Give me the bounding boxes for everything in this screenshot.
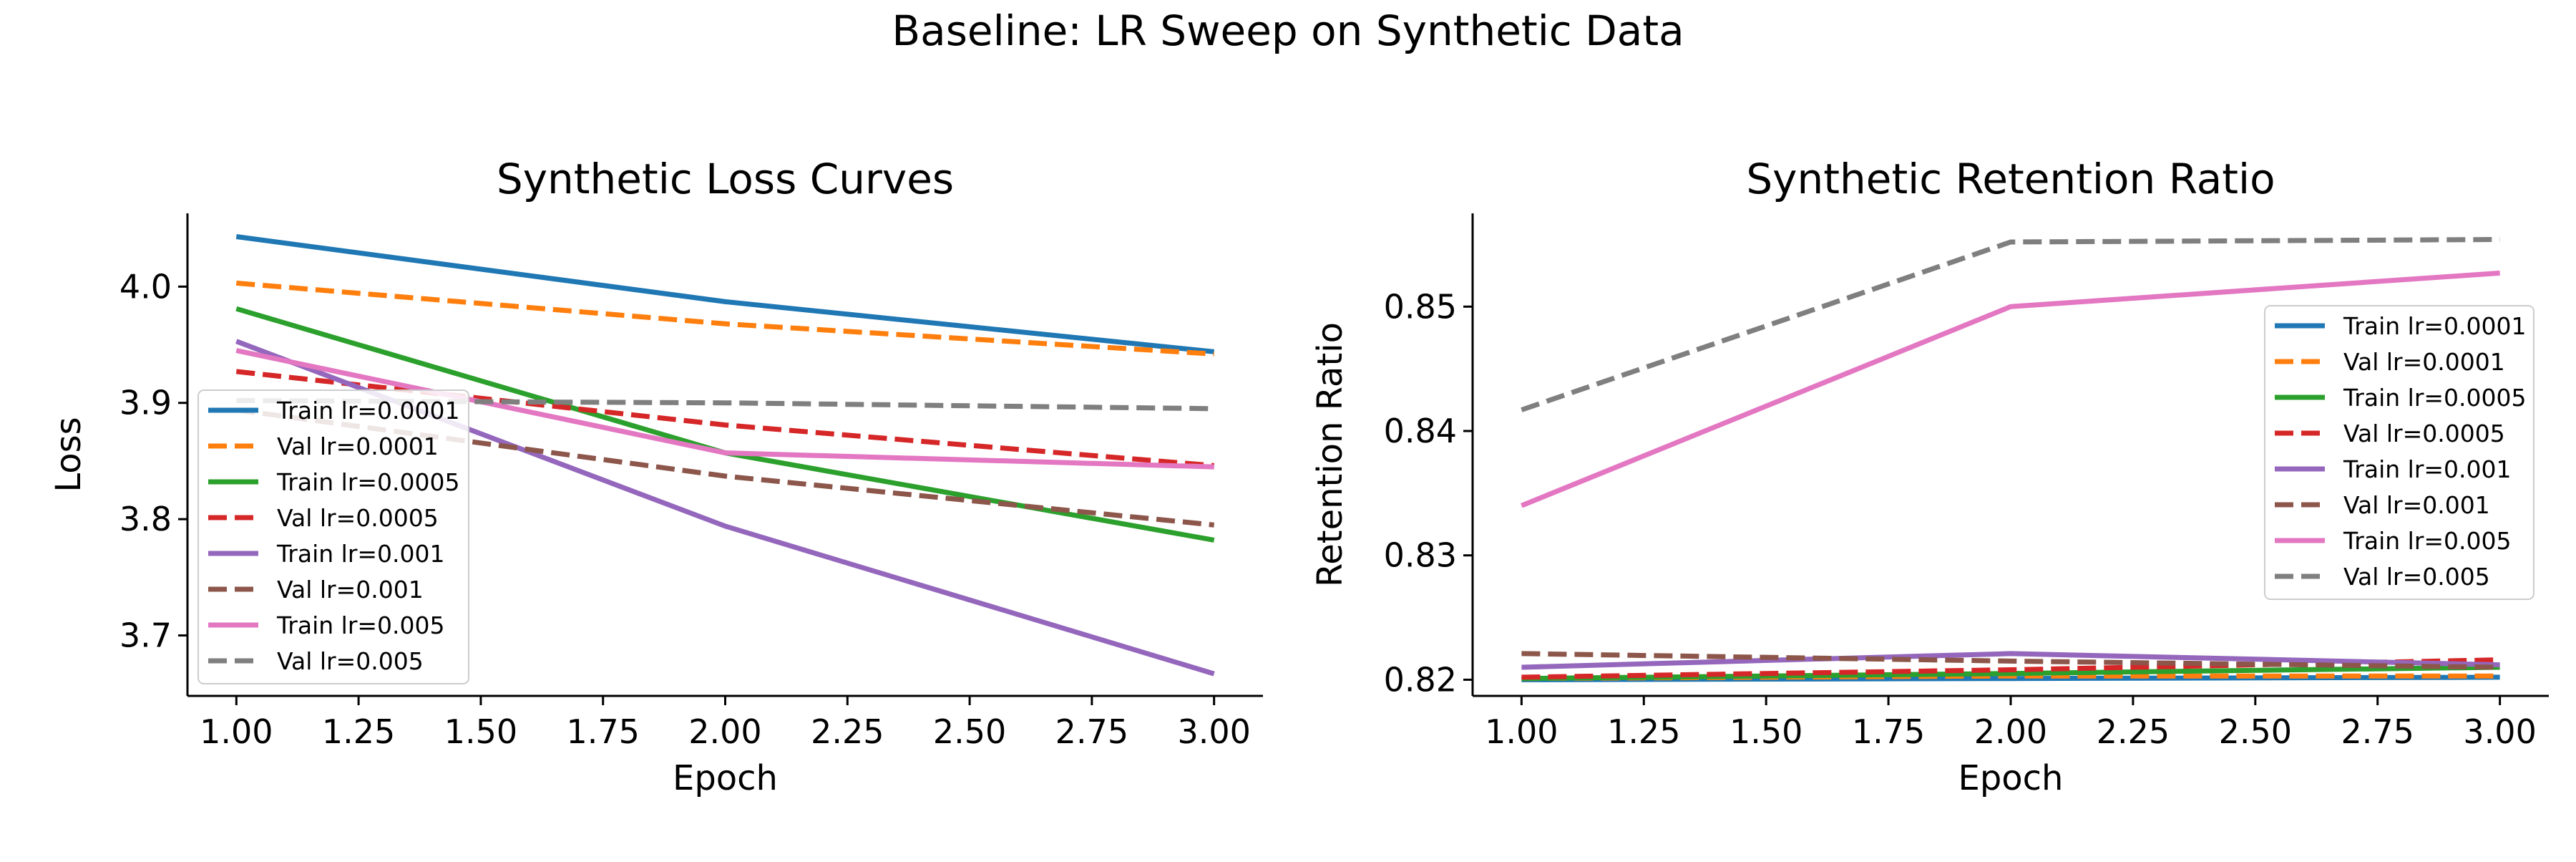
x-tick-label: 3.00 <box>2463 712 2536 751</box>
figure-suptitle: Baseline: LR Sweep on Synthetic Data <box>892 6 1684 55</box>
x-tick-label: 2.25 <box>2097 712 2170 751</box>
series-line <box>1521 651 2500 670</box>
series-line <box>1521 270 2500 508</box>
legend-label: Train lr=0.0005 <box>2343 384 2527 412</box>
y-tick-label: 3.8 <box>119 500 172 538</box>
x-tick-label: 1.75 <box>1852 712 1925 751</box>
legend-label: Val lr=0.001 <box>2343 491 2490 519</box>
series-line <box>235 234 1215 354</box>
series-line <box>1521 657 2500 680</box>
legend-label: Val lr=0.0001 <box>277 432 439 460</box>
x-tick-label: 2.25 <box>811 712 884 751</box>
chart-title: Synthetic Loss Curves <box>497 155 954 203</box>
x-tick-label: 1.25 <box>1607 712 1680 751</box>
legend-label: Train lr=0.005 <box>276 611 445 639</box>
legend: Train lr=0.0001 Val lr=0.0001 Train lr=0.0… <box>2264 305 2534 600</box>
legend-frame <box>2264 305 2534 600</box>
y-axis-label: Retention Ratio <box>1310 322 1350 587</box>
y-tick-label: 0.83 <box>1384 536 1457 575</box>
x-tick-label: 2.50 <box>933 712 1006 751</box>
x-tick-label: 1.50 <box>444 712 517 751</box>
series-line <box>235 369 1214 468</box>
series-line <box>1521 237 2500 412</box>
x-tick-label: 2.50 <box>2219 712 2292 751</box>
x-tick-label: 2.00 <box>688 712 761 751</box>
y-axis-label: Loss <box>49 417 89 492</box>
legend-label: Val lr=0.001 <box>277 576 424 604</box>
chart-title: Synthetic Retention Ratio <box>1746 155 2275 203</box>
x-tick-label: 2.75 <box>2341 712 2414 751</box>
series-line <box>235 348 1214 470</box>
legend-label: Train lr=0.0001 <box>2343 312 2527 340</box>
x-tick-label: 1.75 <box>566 712 639 751</box>
legend-label: Val lr=0.0001 <box>2343 348 2505 376</box>
legend-label: Train lr=0.001 <box>276 540 445 568</box>
x-tick-label: 1.50 <box>1729 712 1802 751</box>
legend-frame <box>197 389 469 684</box>
y-tick-label: 4.0 <box>119 267 172 306</box>
y-tick-label: 3.7 <box>119 616 172 655</box>
legend-label: Train lr=0.001 <box>2343 455 2512 483</box>
y-tick-label: 0.84 <box>1384 412 1457 450</box>
legend-label: Val lr=0.0005 <box>2343 420 2505 447</box>
legend-label: Train lr=0.005 <box>2343 527 2512 555</box>
chart-panel-1: Synthetic Loss Curves 1.00 1.25 1.50 1.75 2.0… <box>49 155 1263 798</box>
legend-label: Val lr=0.005 <box>277 647 424 675</box>
chart-panel-2: Synthetic Retention Ratio 1.00 1.25 1.50 1.7… <box>1310 155 2549 798</box>
legend-label: Val lr=0.005 <box>2343 563 2490 591</box>
x-tick-label: 1.25 <box>322 712 395 751</box>
x-tick-label: 2.00 <box>1974 712 2047 751</box>
x-tick-label: 2.75 <box>1055 712 1128 751</box>
legend-label: Train lr=0.0001 <box>276 397 460 425</box>
x-tick-label: 1.00 <box>200 712 273 751</box>
series-line <box>236 280 1214 357</box>
legend-label: Train lr=0.0005 <box>276 468 460 496</box>
y-tick-label: 3.9 <box>119 384 172 422</box>
x-axis-label: Epoch <box>673 758 778 798</box>
legend: Train lr=0.0001 Val lr=0.0001 Train lr=0.0… <box>197 389 469 684</box>
x-tick-label: 1.00 <box>1485 712 1558 751</box>
y-tick-label: 0.85 <box>1384 287 1457 326</box>
legend-label: Val lr=0.0005 <box>277 504 439 532</box>
x-axis-label: Epoch <box>1958 758 2064 798</box>
y-tick-label: 0.82 <box>1384 660 1457 699</box>
series-line <box>1521 651 2500 670</box>
x-tick-label: 3.00 <box>1177 712 1250 751</box>
